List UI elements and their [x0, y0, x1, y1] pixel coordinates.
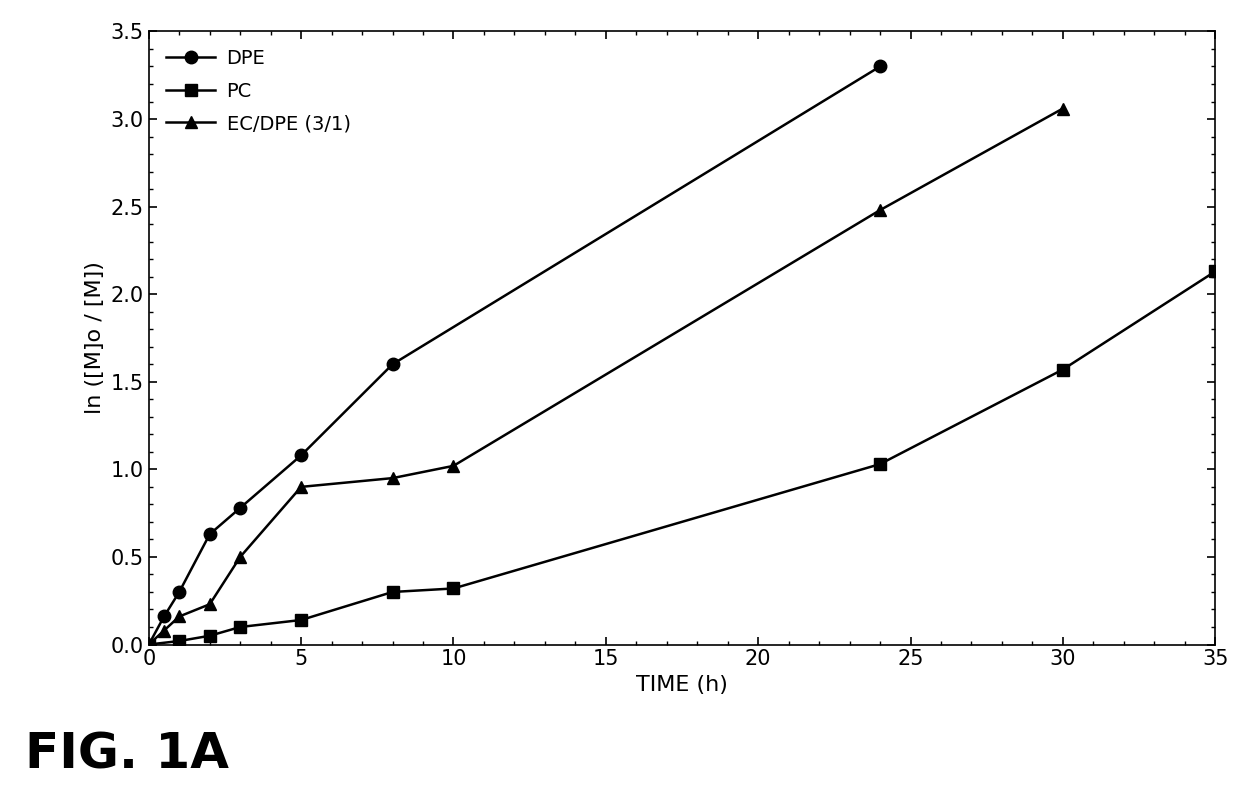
EC/DPE (3/1) [446, 461, 461, 471]
Y-axis label: ln ([M]o / [M]): ln ([M]o / [M]) [86, 262, 105, 414]
Line: DPE: DPE [143, 61, 887, 651]
Line: EC/DPE (3/1): EC/DPE (3/1) [144, 103, 1069, 650]
PC [141, 640, 156, 649]
PC [202, 631, 217, 641]
EC/DPE (3/1) [233, 553, 248, 562]
DPE [172, 587, 187, 597]
EC/DPE (3/1) [873, 205, 888, 215]
EC/DPE (3/1) [1055, 104, 1070, 113]
DPE [233, 503, 248, 512]
DPE [202, 530, 217, 539]
DPE [386, 359, 401, 369]
PC [386, 587, 401, 597]
DPE [141, 640, 156, 649]
EC/DPE (3/1) [294, 482, 309, 491]
PC [294, 615, 309, 625]
PC [172, 637, 187, 646]
Line: PC: PC [144, 266, 1220, 650]
PC [1208, 266, 1223, 276]
EC/DPE (3/1) [141, 640, 156, 649]
PC [446, 584, 461, 593]
PC [233, 623, 248, 632]
Text: FIG. 1A: FIG. 1A [25, 730, 229, 778]
DPE [156, 612, 171, 621]
Legend: DPE, PC, EC/DPE (3/1): DPE, PC, EC/DPE (3/1) [159, 41, 358, 141]
DPE [873, 62, 888, 72]
DPE [294, 450, 309, 460]
PC [873, 459, 888, 468]
EC/DPE (3/1) [172, 612, 187, 621]
EC/DPE (3/1) [202, 600, 217, 609]
EC/DPE (3/1) [386, 473, 401, 483]
X-axis label: TIME (h): TIME (h) [636, 675, 728, 695]
EC/DPE (3/1) [156, 626, 171, 635]
PC [1055, 365, 1070, 374]
